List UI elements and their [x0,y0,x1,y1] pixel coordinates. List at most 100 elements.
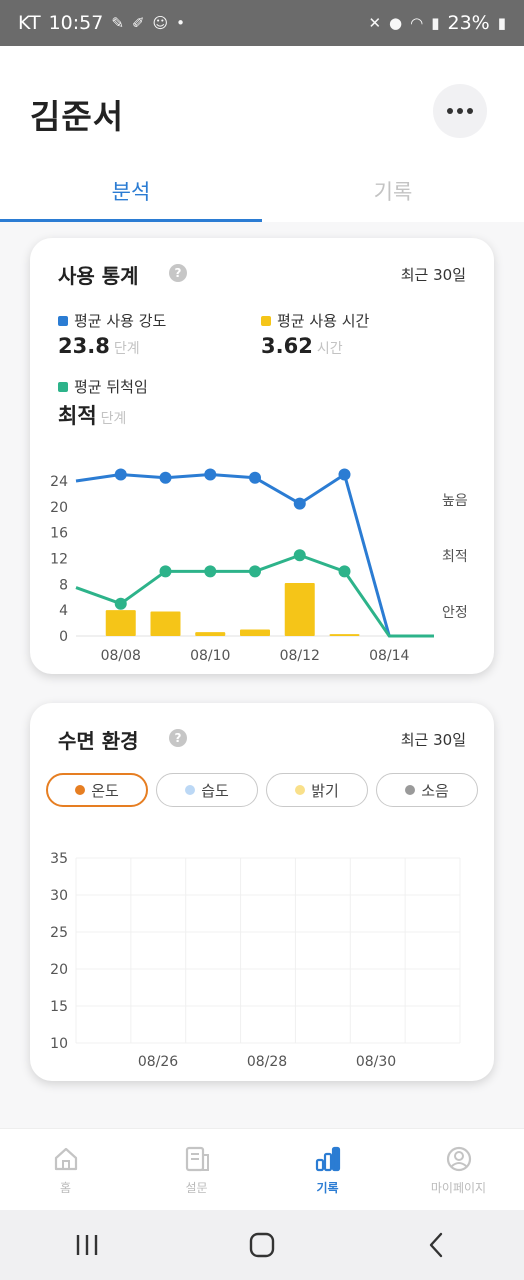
clock: 10:57 [48,12,104,34]
duration-bar [150,611,181,636]
duration-bar [105,610,136,636]
x-tick-label: 08/08 [101,648,141,664]
battery-percent: 23% [447,12,490,34]
tossing-point [159,565,172,578]
legend-swatch [58,381,68,392]
intensity-point [114,468,127,481]
duration-bar [195,632,226,636]
user-icon [446,1146,471,1172]
x-tick-label: 08/10 [190,648,230,664]
dot-icon [295,785,306,795]
bottom-nav: 홈 설문 기록 마이페이지 [0,1128,524,1210]
home-icon [54,1147,77,1171]
x-tick-label: 08/26 [138,1054,178,1070]
duration-bar [240,629,270,636]
period-label: 최근 30일 [400,266,466,284]
sleep-env-card: 수면 환경 ? 최근 30일 온도 습도 밝기 소음 10 15 20 25 30 35 0… [30,703,494,1081]
nav-home[interactable]: 홈 [0,1129,131,1210]
bar-chart-icon [315,1146,340,1172]
x-tick-label: 08/12 [280,648,320,664]
tab-records[interactable]: 기록 [373,180,413,204]
legend-duration: 평균 사용 시간 [261,310,369,331]
tab-analysis[interactable]: 분석 [0,166,262,222]
x-tick-label: 08/14 [369,648,409,664]
nav-survey[interactable]: 설문 [131,1129,262,1210]
notification-dot-icon: • [176,14,186,32]
y-tick-label: 0 [59,629,68,645]
legend-tossing: 평균 뒤척임 [58,376,148,397]
y-tick-label: 20 [50,500,68,516]
y-tick-label: 35 [50,851,68,867]
tossing-point [204,565,217,578]
notification-icon: ✎ [111,14,124,32]
recent-apps-icon[interactable] [72,1230,102,1260]
tossing-point [114,597,127,610]
filter-noise[interactable]: 소음 [376,773,478,807]
filter-humidity[interactable]: 습도 [156,773,258,807]
help-icon[interactable]: ? [169,729,187,747]
nav-mypage[interactable]: 마이페이지 [393,1129,524,1210]
legend-intensity: 평균 사용 강도 [58,310,166,331]
battery-icon: ▮ [497,14,506,32]
y-tick-label: 24 [50,474,68,490]
system-nav-bar [0,1210,524,1280]
intensity-point [338,468,351,481]
legend-swatch [58,315,68,326]
filter-temperature[interactable]: 온도 [46,773,148,807]
more-horizontal-icon [447,108,453,114]
help-icon[interactable]: ? [169,264,187,282]
tossing-point [338,565,351,578]
back-icon[interactable] [422,1230,452,1260]
home-button-icon[interactable] [247,1230,277,1260]
y-tick-label: 15 [50,999,68,1015]
usage-stats-card: 사용 통계 ? 최근 30일 평균 사용 강도 23.8 단계 평균 사용 시간… [30,238,494,674]
tab-bar: 분석 기록 [0,166,524,222]
y-tick-label: 8 [59,577,68,593]
wifi-icon: ◠ [410,14,424,32]
y-tick-label: 16 [50,526,68,542]
carrier-label: KT [18,12,41,34]
y-tick-label: 30 [50,888,68,904]
tossing-point [249,565,261,578]
stat-tossing: 최적 단계 [58,404,127,428]
app-header: 김준서 분석 기록 [0,46,524,222]
notification-icon: ☺ [152,14,169,32]
level-label: 최적 [442,549,468,565]
stat-intensity: 23.8 단계 [58,334,140,358]
survey-icon [185,1146,209,1172]
more-options-button[interactable] [433,84,487,138]
card-title: 사용 통계 [58,264,139,288]
y-tick-label: 10 [50,1036,68,1052]
tossing-point [293,549,306,562]
legend-swatch [261,315,271,326]
intensity-point [159,471,172,484]
status-bar: KT 10:57 ✎ ✐ ☺ • ✕ ● ◠ ▮ 23% ▮ [0,0,524,46]
period-label: 최근 30일 [400,731,466,749]
signal-icon: ▮ [431,14,440,32]
intensity-point [293,497,306,510]
y-tick-label: 4 [59,603,68,619]
dot-icon [185,785,196,795]
y-tick-label: 20 [50,962,68,978]
intensity-point [204,468,217,481]
x-tick-label: 08/30 [356,1054,396,1070]
intensity-point [249,471,261,484]
notification-icon: ✐ [131,14,145,32]
location-icon: ● [389,14,403,32]
env-filter-chips: 온도 습도 밝기 소음 [46,773,478,807]
x-tick-label: 08/28 [247,1054,287,1070]
dot-icon [75,785,86,795]
dot-icon [405,785,416,795]
filter-brightness[interactable]: 밝기 [266,773,368,807]
stat-duration: 3.62 시간 [261,334,343,358]
mute-icon: ✕ [368,14,382,32]
env-chart: 10 15 20 25 30 35 08/26 08/28 08/30 [50,851,461,1070]
y-tick-label: 25 [50,925,68,941]
y-tick-label: 12 [50,552,68,568]
duration-bar [329,634,360,636]
page-title: 김준서 [30,97,125,136]
level-label: 안정 [442,605,468,621]
level-label: 높음 [442,493,468,509]
nav-records[interactable]: 기록 [262,1129,393,1210]
